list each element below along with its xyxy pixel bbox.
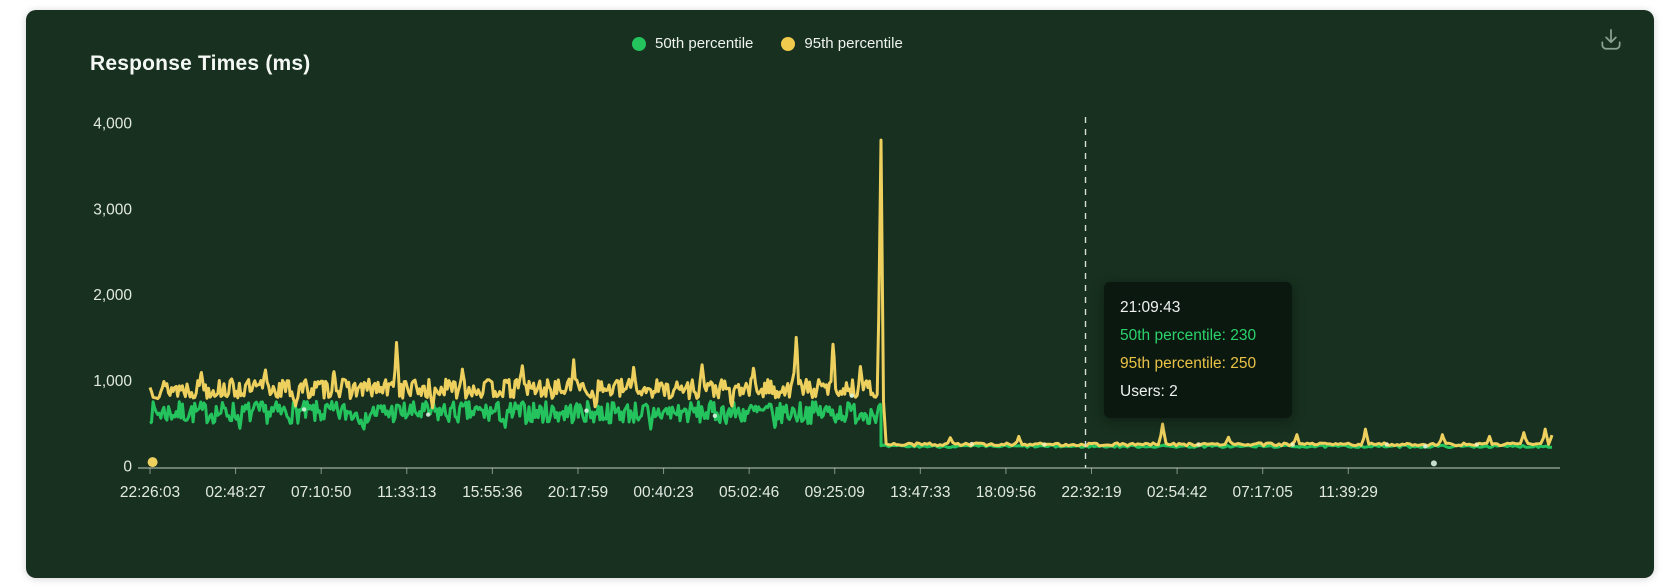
legend-swatch-50th-icon <box>632 36 646 51</box>
x-axis-label: 11:39:29 <box>1319 484 1378 501</box>
tooltip-users-value: Users: 2 <box>1120 383 1178 400</box>
series-point-marker <box>1423 444 1428 449</box>
series-point-marker <box>584 408 589 413</box>
download-icon <box>1601 29 1621 50</box>
chart-title: Response Times (ms) <box>90 52 311 75</box>
legend-item-50th-percentile[interactable]: 50th percentile <box>632 35 753 52</box>
x-axis-label: 22:26:03 <box>120 484 180 501</box>
chart-legend: 50th percentile 95th percentile <box>632 35 903 52</box>
download-chart-button[interactable] <box>1598 26 1624 52</box>
x-axis-label: 11:33:13 <box>377 484 436 501</box>
x-axis-label: 13:47:33 <box>890 484 950 501</box>
x-axis-label: 20:17:59 <box>548 484 608 501</box>
legend-swatch-95th-icon <box>781 36 796 51</box>
y-axis-label: 0 <box>123 459 132 476</box>
y-axis-label: 2,000 <box>93 287 132 304</box>
legend-label-95th: 95th percentile <box>804 35 903 52</box>
series-line-95th-percentile <box>148 138 1554 448</box>
x-axis-label: 02:54:42 <box>1147 484 1207 501</box>
chart-tooltip: 21:09:43 50th percentile: 230 95th perce… <box>1104 282 1292 418</box>
x-axis-label: 02:48:27 <box>205 484 265 501</box>
tooltip-50th-percentile-value: 50th percentile: 230 <box>1120 327 1257 344</box>
y-axis-label: 3,000 <box>93 201 132 218</box>
series-point-marker <box>1196 442 1201 447</box>
x-axis-label: 05:02:46 <box>719 484 779 501</box>
x-axis-label: 18:09:56 <box>976 484 1036 501</box>
y-axis-label: 4,000 <box>93 116 132 133</box>
series-point-marker <box>969 441 974 447</box>
x-axis-label: 09:25:09 <box>805 484 865 501</box>
series-point-marker <box>426 412 431 417</box>
x-axis-label: 15:55:36 <box>462 484 522 501</box>
y-axis-label: 1,000 <box>93 373 132 390</box>
series-point-marker <box>147 457 158 468</box>
series-point-marker <box>1474 442 1479 447</box>
legend-label-50th: 50th percentile <box>655 35 754 52</box>
series-point-marker <box>1290 442 1295 447</box>
x-axis-label: 07:17:05 <box>1233 484 1293 501</box>
tooltip-time: 21:09:43 <box>1120 299 1181 316</box>
x-axis-label: 07:10:50 <box>291 484 352 501</box>
series-point-marker <box>1430 460 1437 467</box>
x-axis-label: 22:32:19 <box>1061 484 1121 501</box>
response-times-panel: 22:26:03 02:48:27 07:10:50 11:33:13 15:55:36… <box>26 10 1654 578</box>
legend-item-95th-percentile[interactable]: 95th percentile <box>781 35 903 52</box>
x-axis-label: 00:40:23 <box>633 484 693 501</box>
series-point-marker <box>712 413 718 418</box>
chart-canvas[interactable]: 22:26:03 02:48:27 07:10:50 11:33:13 15:55:36… <box>26 10 1654 578</box>
series-line-50th-percentile <box>149 399 1553 449</box>
series-point-marker <box>849 393 855 398</box>
series-point-marker <box>301 407 307 412</box>
tooltip-95th-percentile-value: 95th percentile: 250 <box>1120 355 1257 372</box>
series-point-marker <box>1384 442 1390 447</box>
series-point-marker <box>1042 442 1047 447</box>
